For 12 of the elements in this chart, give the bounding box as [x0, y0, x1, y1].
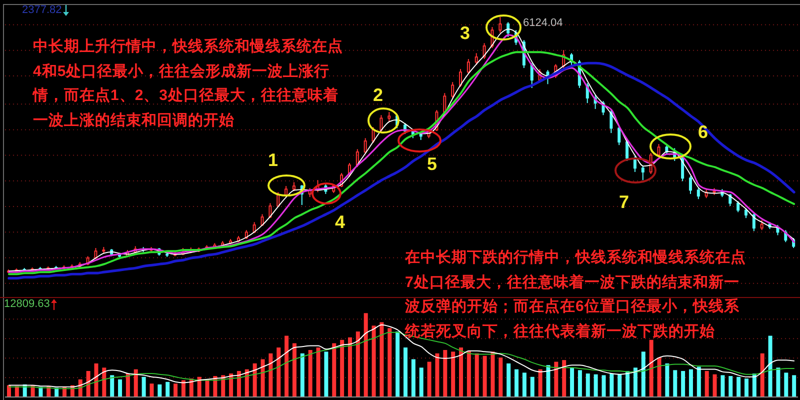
text: 2377.82 — [22, 4, 62, 16]
annotation: 6124.04 — [523, 17, 563, 29]
annotation: 1 — [268, 150, 278, 170]
text: 12809.63 — [4, 298, 50, 310]
annotation: 中长期上升行情中，快线系统和慢线系统在点4和5处口径最小，往往会形成新一波上涨行情，而在点1、2、3处口径最大，往往意味着一波上涨的结束和回调的开始 — [33, 37, 343, 130]
annotation: 2 — [372, 85, 384, 105]
annotation: 7 — [618, 192, 630, 212]
annotation: 4 — [334, 212, 346, 232]
annotation: 6 — [698, 122, 708, 142]
annotation: 在中长期下跌的行情中，快线系统和慢线系统在点7处口径最大，往往意味着一波下跌的结束和新一波反弹的开始；而在点在6位置口径最小，快线系统若死叉向下，往往代表着新一波下跌的开始 — [405, 248, 746, 342]
annotation: 3 — [460, 23, 470, 43]
annotation: 5 — [426, 154, 438, 174]
